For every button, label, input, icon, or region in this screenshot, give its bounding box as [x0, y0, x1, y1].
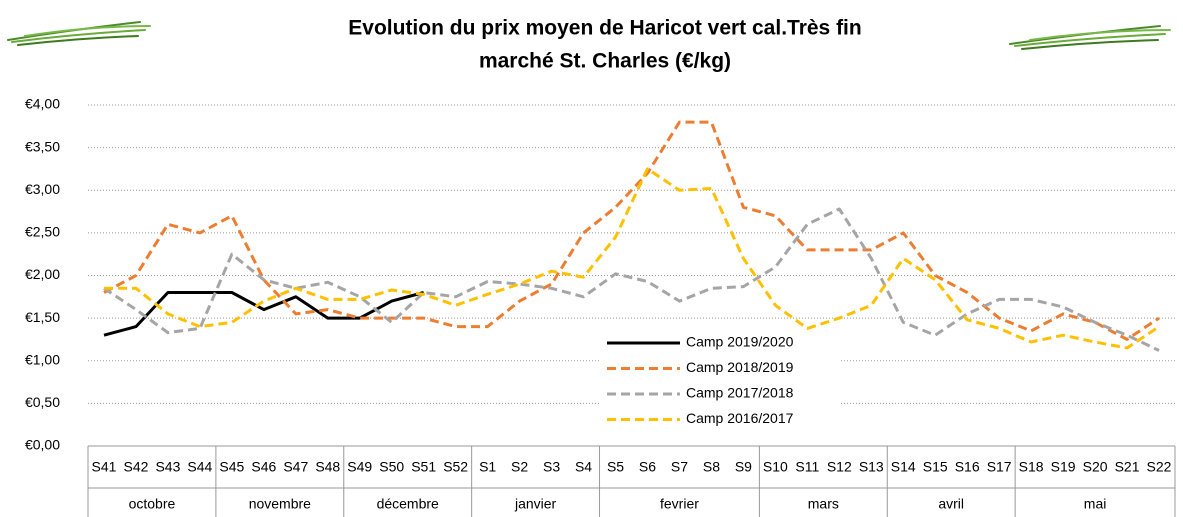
x-tick-label: S6 [639, 459, 656, 475]
group-label: fevrier [660, 496, 699, 512]
group-label: décembre [377, 496, 439, 512]
group-label: octobre [129, 496, 176, 512]
x-tick-label: S8 [703, 459, 720, 475]
x-tick-label: S47 [283, 459, 308, 475]
x-tick-label: S20 [1083, 459, 1108, 475]
y-tick-label: €4,00 [25, 96, 60, 112]
x-tick-label: S10 [763, 459, 788, 475]
legend-label: Camp 2016/2017 [686, 410, 794, 426]
x-tick-label: S2 [511, 459, 528, 475]
x-tick-label: S45 [219, 459, 244, 475]
legend-label: Camp 2017/2018 [686, 385, 794, 401]
x-tick-label: S14 [891, 459, 916, 475]
series-line [104, 167, 1160, 350]
y-tick-label: €0,50 [25, 394, 60, 410]
legend-label: Camp 2018/2019 [686, 359, 794, 375]
legend-label: Camp 2019/2020 [686, 334, 794, 350]
x-tick-label: S21 [1115, 459, 1140, 475]
x-tick-label: S48 [315, 459, 340, 475]
x-tick-label: S51 [411, 459, 436, 475]
legend-box [600, 330, 840, 432]
x-tick-label: S44 [187, 459, 212, 475]
y-tick-label: €2,00 [25, 266, 60, 282]
x-tick-label: S52 [443, 459, 468, 475]
series-line [103, 291, 425, 337]
x-tick-label: S9 [735, 459, 752, 475]
group-label: avril [938, 496, 964, 512]
y-tick-label: €1,00 [25, 351, 60, 367]
bean-icon-left [7, 21, 151, 46]
x-tick-label: S18 [1019, 459, 1044, 475]
x-tick-label: S16 [955, 459, 980, 475]
chart-title: Evolution du prix moyen de Haricot vert … [348, 17, 861, 40]
group-label: mai [1084, 496, 1107, 512]
x-tick-label: S41 [92, 459, 117, 475]
x-tick-label: S42 [123, 459, 148, 475]
x-tick-label: S11 [795, 459, 819, 475]
chart-title: marché St. Charles (€/kg) [479, 50, 731, 73]
series-line [103, 120, 1160, 341]
x-tick-label: S17 [987, 459, 1012, 475]
x-tick-label: S49 [347, 459, 372, 475]
group-label: novembre [249, 496, 311, 512]
group-label: mars [808, 496, 839, 512]
series-line [103, 207, 1160, 352]
x-tick-label: S19 [1051, 459, 1076, 475]
x-tick-label: S4 [575, 459, 592, 475]
x-tick-label: S7 [671, 459, 688, 475]
y-tick-label: €0,00 [25, 437, 60, 453]
x-tick-label: S22 [1147, 459, 1172, 475]
bean-icon-right [1009, 25, 1171, 50]
x-tick-label: S50 [379, 459, 404, 475]
x-tick-label: S3 [543, 459, 560, 475]
x-tick-label: S43 [155, 459, 180, 475]
x-tick-label: S1 [479, 459, 496, 475]
x-tick-label: S15 [923, 459, 948, 475]
x-tick-label: S46 [251, 459, 276, 475]
x-tick-label: S13 [859, 459, 884, 475]
y-tick-label: €3,50 [25, 138, 60, 154]
group-label: janvier [514, 496, 557, 512]
y-tick-label: €2,50 [25, 224, 60, 240]
y-tick-label: €1,50 [25, 309, 60, 325]
x-tick-label: S5 [607, 459, 624, 475]
x-tick-label: S12 [827, 459, 852, 475]
y-tick-label: €3,00 [25, 181, 60, 197]
